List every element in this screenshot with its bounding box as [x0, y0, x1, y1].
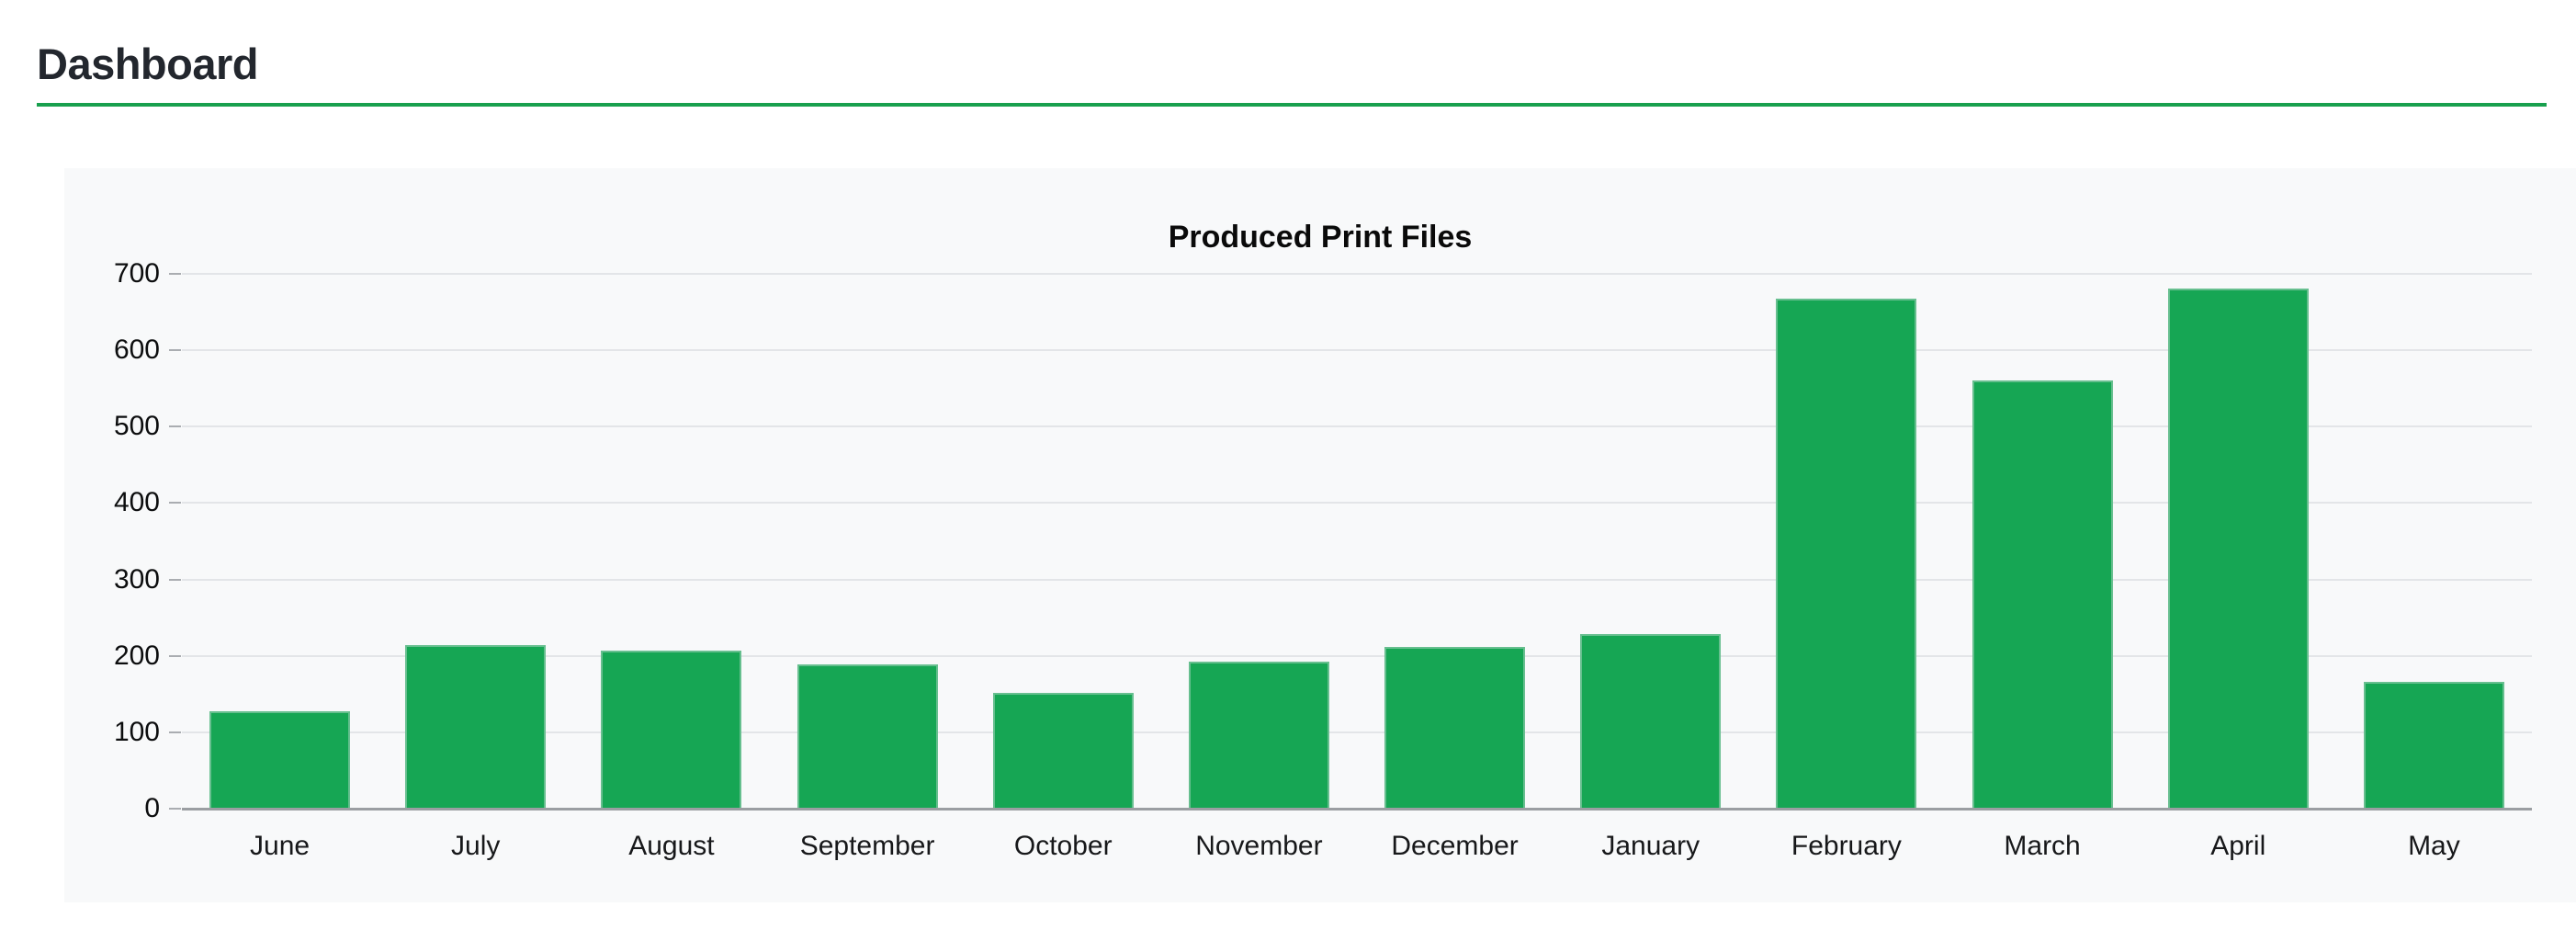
bar-april[interactable]: [2167, 288, 2309, 809]
bar-september[interactable]: [797, 663, 938, 809]
bar-december[interactable]: [1384, 646, 1526, 809]
x-axis-label-january: January: [1601, 831, 1700, 861]
bar-january[interactable]: [1580, 633, 1722, 809]
y-gridline-200: [182, 654, 2532, 657]
x-axis-label-july: July: [451, 831, 501, 861]
y-axis-tick-500: [169, 425, 181, 428]
y-axis-label-600: 600: [113, 334, 160, 366]
y-axis-tick-200: [169, 654, 181, 657]
title-underline-divider: [37, 103, 2547, 107]
y-axis-tick-300: [169, 578, 181, 581]
bar-august[interactable]: [601, 650, 742, 809]
y-gridline-600: [182, 349, 2532, 352]
y-axis-label-500: 500: [113, 411, 160, 442]
y-axis-tick-0: [169, 808, 181, 810]
y-axis-tick-400: [169, 502, 181, 505]
x-axis-label-march: March: [2004, 831, 2081, 861]
x-axis-label-april: April: [2210, 831, 2266, 861]
y-axis-tick-700: [169, 273, 181, 275]
y-gridline-400: [182, 502, 2532, 505]
y-gridline-500: [182, 425, 2532, 428]
y-axis-label-700: 700: [113, 258, 160, 289]
bar-october[interactable]: [992, 692, 1134, 809]
x-axis-label-november: November: [1195, 831, 1323, 861]
x-axis-label-may: May: [2408, 831, 2460, 861]
x-axis-label-september: September: [799, 831, 935, 861]
bar-may[interactable]: [2363, 681, 2504, 809]
x-axis-label-october: October: [1013, 831, 1113, 861]
x-axis-label-february: February: [1791, 831, 1902, 861]
y-gridline-700: [182, 273, 2532, 275]
chart-card: Produced Print Files 0 100 200 300 400 500 600…: [64, 168, 2576, 902]
y-axis-tick-100: [169, 731, 181, 733]
x-axis-label-june: June: [250, 831, 311, 861]
y-gridline-300: [182, 578, 2532, 581]
bar-november[interactable]: [1188, 661, 1329, 809]
y-axis-label-400: 400: [113, 487, 160, 518]
bar-march[interactable]: [1972, 380, 2113, 809]
bar-february[interactable]: [1776, 299, 1917, 809]
y-axis-label-300: 300: [113, 563, 160, 595]
y-gridline-100: [182, 731, 2532, 733]
y-axis-label-200: 200: [113, 640, 160, 671]
x-axis-line: [182, 808, 2532, 811]
y-axis-tick-600: [169, 349, 181, 352]
bar-june[interactable]: [209, 711, 351, 809]
y-axis-label-100: 100: [113, 716, 160, 747]
chart-title: Produced Print Files: [1168, 220, 1473, 255]
y-axis-label-0: 0: [144, 793, 160, 823]
page-title: Dashboard: [37, 40, 259, 88]
x-axis-label-august: August: [628, 831, 715, 861]
x-axis-label-december: December: [1391, 831, 1519, 861]
bar-july[interactable]: [405, 645, 547, 809]
